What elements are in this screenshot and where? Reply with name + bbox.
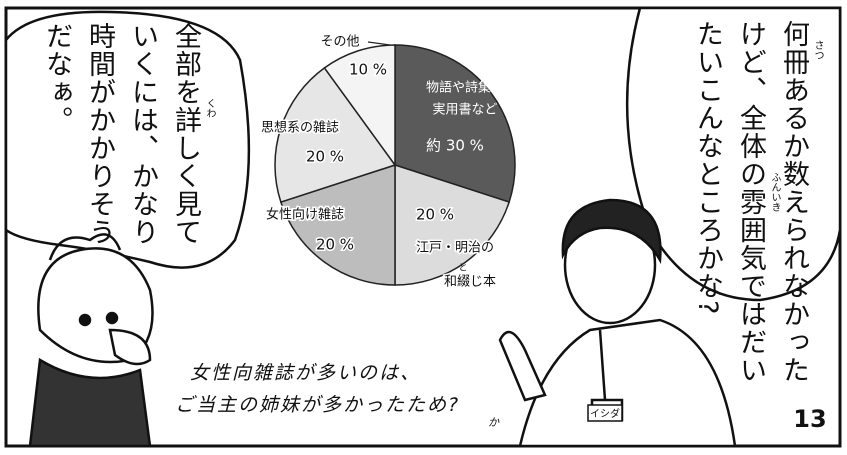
slice-value: 約 30 % <box>426 137 484 155</box>
caption-line: ご当主の姉妹が多かったため? <box>175 390 460 417</box>
mascot-figure <box>30 234 153 446</box>
speech-line: 何冊あるか数えられなかった <box>780 20 807 384</box>
speech-line: 時間がかかりそう <box>86 22 113 246</box>
name-tag-text: イシダ <box>590 407 620 420</box>
ruby: ふんいき <box>767 172 782 212</box>
ruby: くわ <box>202 98 217 118</box>
speech-line: けど、全体の雰囲気ではだい <box>737 20 764 384</box>
speech-line: いくには、かなり <box>129 22 156 246</box>
page-number: 13 <box>793 405 826 433</box>
slice-value: 20 % <box>416 206 454 224</box>
slice-label: 実用書など <box>432 102 497 118</box>
speech-line: だなぁ。 <box>43 22 70 134</box>
slice-label-ruby: と <box>458 263 467 274</box>
caption-note: か <box>488 414 501 430</box>
slice-label: その他 <box>320 35 359 50</box>
slice-label: 江戸・明治の <box>416 241 494 256</box>
manga-panel: イシダ 13 物語や詩集・実用書など約 30 % 江戸・明治の和綴じ本 20 % 女性… <box>0 0 847 455</box>
caption-line: 女性向雑誌が多いのは、 <box>190 358 421 385</box>
slice-value: 20 % <box>306 148 344 166</box>
slice-value: 10 % <box>349 61 387 79</box>
leader-line <box>368 42 390 45</box>
slice-label: 物語や詩集・ <box>426 80 504 96</box>
ruby: さつ <box>810 40 825 60</box>
slice-label: 思想系の雑誌 <box>261 120 339 136</box>
speech-line: 全部を詳しく見て <box>172 22 199 246</box>
slice-label: 和綴じ本 <box>444 275 496 290</box>
slice-label: 女性向け雑誌 <box>266 207 344 223</box>
slice-value: 20 % <box>316 236 354 254</box>
speech-line: たいこんなところかな? <box>694 20 721 315</box>
